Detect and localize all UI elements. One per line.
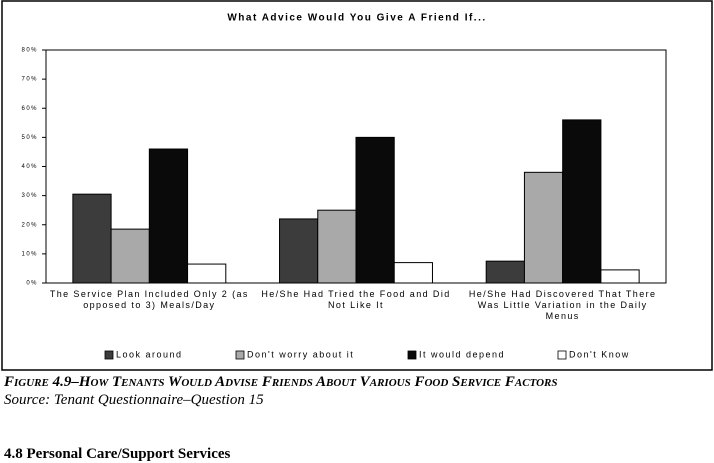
legend-label: Don't Know	[569, 349, 630, 359]
y-tick-label: 80%	[21, 48, 38, 54]
y-tick-label: 60%	[21, 106, 38, 112]
bar	[110, 228, 150, 284]
legend-swatch	[407, 350, 417, 360]
legend-swatch	[104, 350, 114, 360]
figure-caption: Figure 4.9–How Tenants Would Advise Frie…	[4, 374, 558, 390]
bar	[485, 260, 525, 284]
y-tick-label: 50%	[21, 135, 38, 141]
y-tick-label: 70%	[21, 77, 38, 83]
legend-label: Don't worry about it	[247, 349, 354, 359]
legend-label: It would depend	[419, 349, 505, 359]
bar	[279, 218, 319, 284]
bar	[187, 263, 227, 284]
x-tick-label: The Service Plan Included Only 2 (as opp…	[49, 289, 249, 310]
figure-source: Source: Tenant Questionnaire–Question 15	[4, 392, 264, 408]
bar	[72, 193, 112, 284]
legend-label: Look around	[116, 349, 183, 359]
y-tick-label: 10%	[21, 251, 38, 257]
bar	[562, 119, 602, 284]
section-heading: 4.8 Personal Care/Support Services	[4, 446, 231, 462]
x-tick-label: He/She Had Tried the Food and Did Not Li…	[261, 289, 451, 310]
bar	[355, 136, 395, 284]
legend-swatch	[557, 350, 567, 360]
x-tick-label: He/She Had Discovered That There Was Lit…	[468, 289, 657, 321]
y-tick-label: 0%	[26, 281, 38, 287]
bar	[523, 171, 564, 284]
y-tick-label: 40%	[21, 164, 38, 170]
bar	[393, 262, 433, 284]
bar	[317, 209, 357, 284]
chart: What Advice Would You Give A Friend If..…	[1, 0, 713, 371]
y-tick-label: 20%	[21, 222, 38, 228]
y-tick-label: 30%	[21, 193, 38, 199]
bar	[600, 269, 640, 284]
bar	[148, 148, 189, 284]
legend-swatch	[235, 350, 245, 360]
chart-frame	[1, 0, 713, 371]
chart-title: What Advice Would You Give A Friend If..…	[227, 13, 486, 24]
